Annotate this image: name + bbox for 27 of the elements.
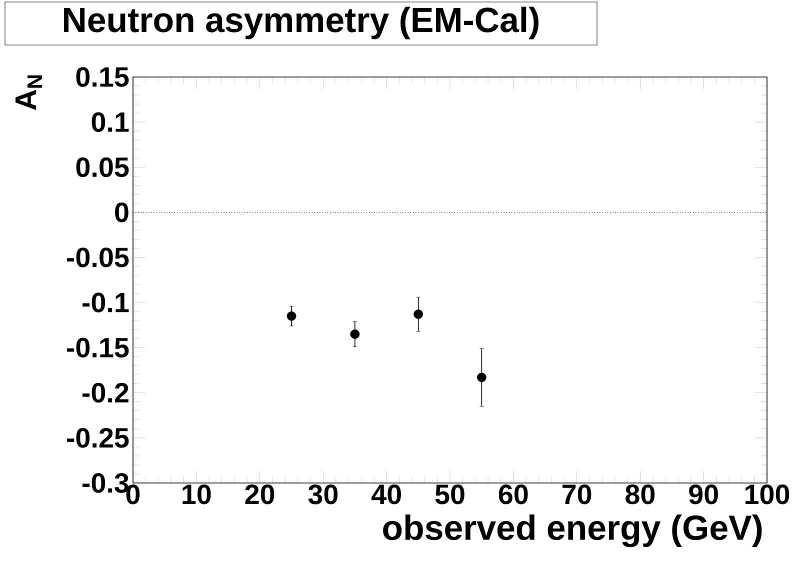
y-tick-label: 0.15	[76, 67, 129, 87]
x-tick-label: 30	[308, 484, 338, 504]
x-tick-label: 100	[745, 484, 790, 504]
y-tick-label: 0.1	[92, 112, 129, 132]
point	[477, 372, 486, 382]
y-tick-label: -0.15	[67, 338, 129, 358]
y-tick-label: -0.05	[67, 248, 129, 268]
y-tick-label: -0.2	[82, 382, 128, 403]
y-tick-label: 0.05	[76, 157, 129, 178]
x-tick-label: 50	[435, 484, 464, 504]
x-tick-label: 90	[689, 484, 718, 504]
point	[414, 310, 424, 319]
x-axis-title: observed energy (GeV)	[383, 514, 762, 548]
point	[350, 329, 360, 339]
x-tick-label: 60	[498, 484, 528, 504]
y-tick-label: -0.1	[82, 292, 129, 312]
y-tick-label: 0	[115, 202, 128, 222]
x-tick-label: 70	[562, 484, 592, 504]
chart-title: Neutron asymmetry (EM-Cal)	[64, 6, 538, 40]
y-tick-label: -0.3	[82, 473, 128, 493]
y-axis-title: A$_{N}$	[16, 75, 42, 110]
x-tick-label: 80	[626, 484, 655, 504]
point	[286, 311, 296, 321]
x-tick-label: 20	[245, 484, 274, 504]
x-tick-label: 40	[372, 484, 401, 504]
x-tick-label: 10	[182, 484, 211, 504]
y-tick-label: -0.25	[67, 428, 129, 448]
